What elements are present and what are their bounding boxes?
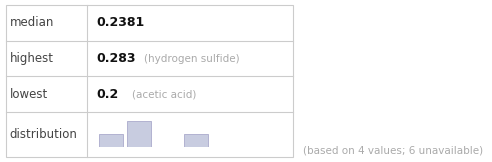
Text: distribution: distribution — [10, 128, 78, 141]
Bar — [127, 121, 152, 147]
Text: (acetic acid): (acetic acid) — [132, 89, 197, 99]
Text: highest: highest — [10, 52, 54, 65]
Text: 0.283: 0.283 — [96, 52, 135, 65]
Text: (hydrogen sulfide): (hydrogen sulfide) — [144, 53, 240, 64]
Text: median: median — [10, 16, 54, 29]
Bar — [184, 134, 208, 147]
Bar — [6, 5, 293, 157]
Text: (based on 4 values; 6 unavailable): (based on 4 values; 6 unavailable) — [303, 145, 483, 156]
Text: 0.2381: 0.2381 — [96, 16, 144, 29]
Bar — [99, 134, 123, 147]
Text: 0.2: 0.2 — [96, 88, 118, 101]
Text: lowest: lowest — [10, 88, 48, 101]
